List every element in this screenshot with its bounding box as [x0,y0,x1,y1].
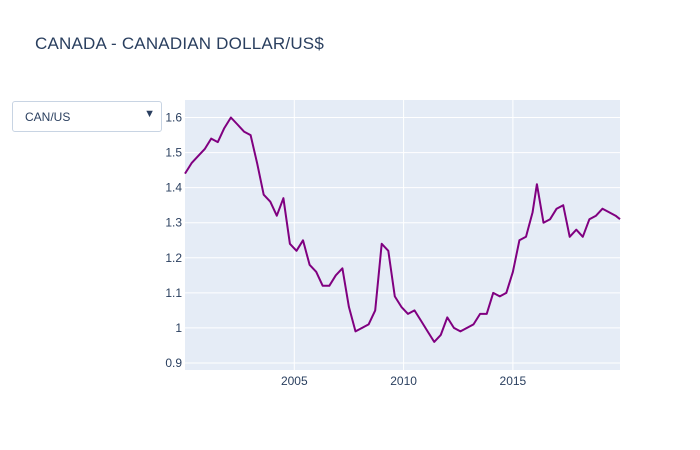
series-line [184,116,621,343]
y-tick-label: 1.6 [165,111,182,125]
y-tick-label: 1.1 [165,286,182,300]
plot-background [185,100,620,370]
dropdown-selected-label: CAN/US [25,110,71,124]
y-tick-label: 1.3 [165,216,182,230]
chart-title: CANADA - CANADIAN DOLLAR/US$ [35,34,325,53]
y-tick-label: 1 [175,321,182,335]
chevron-down-icon: ▼ [144,108,155,120]
series-layer [184,116,621,343]
gridlines [185,100,620,370]
y-tick-label: 1.2 [165,251,182,265]
x-tick-label: 2005 [281,374,308,388]
y-tick-label: 0.9 [165,356,182,370]
y-tick-label: 1.4 [165,181,182,195]
y-tick-label: 1.5 [165,146,182,160]
x-tick-label: 2010 [390,374,417,388]
tick-labels: 0.9 1 1.1 1.2 1.3 1.4 1.5 1.6 2005 2010 2015 [165,111,526,388]
series-selector-dropdown[interactable]: CAN/US ▼ [12,101,162,132]
x-tick-label: 2015 [500,374,527,388]
